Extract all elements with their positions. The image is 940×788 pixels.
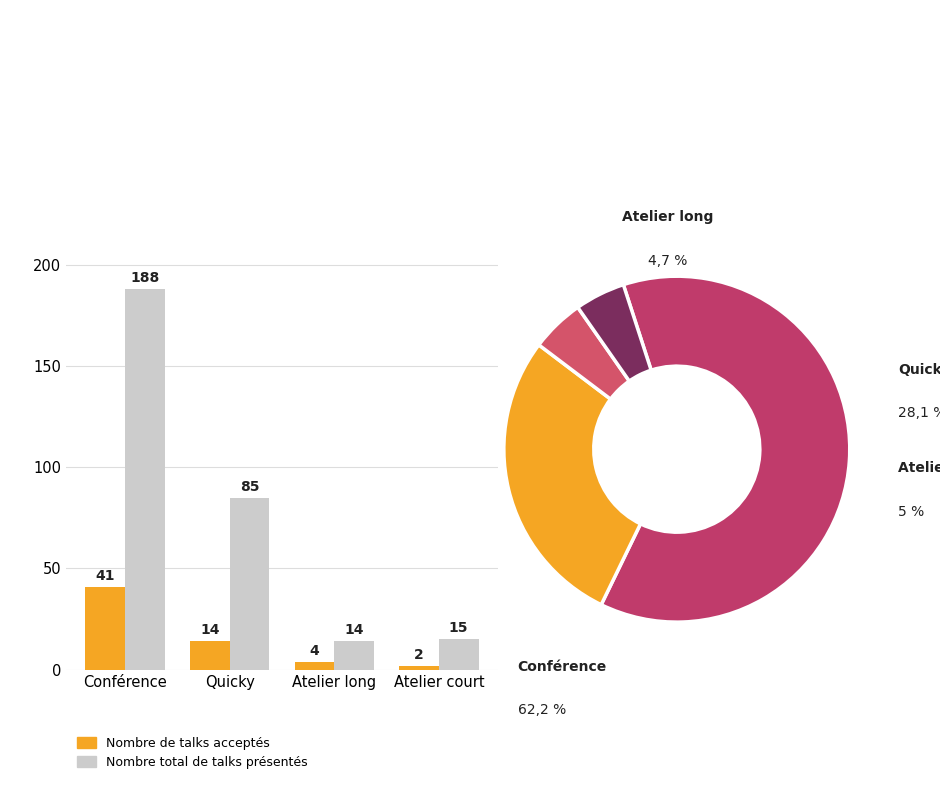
Text: 4,7 %: 4,7 % [649,254,688,268]
Text: Atelier long: Atelier long [622,210,713,225]
Text: 15: 15 [449,622,468,635]
Text: 4: 4 [309,644,320,658]
Text: fonction des formats: fonction des formats [78,140,519,177]
Legend: Nombre de talks acceptés, Nombre total de talks présentés: Nombre de talks acceptés, Nombre total d… [72,732,312,774]
Text: 14: 14 [344,623,364,637]
Bar [190,641,229,670]
Wedge shape [504,345,640,604]
Text: 28,1 %: 28,1 % [899,406,940,420]
Text: 14: 14 [200,623,220,637]
Bar [229,497,270,670]
Text: Quicky: Quicky [899,362,940,377]
Bar [125,289,164,670]
Text: 5 %: 5 % [899,504,924,519]
Wedge shape [602,277,850,622]
Text: 41: 41 [96,569,115,582]
Text: 85: 85 [240,480,259,493]
Wedge shape [578,284,651,381]
Text: Conférence: Conférence [518,660,607,674]
Text: 188: 188 [131,271,160,284]
Bar [400,666,439,670]
Bar [335,641,374,670]
Bar [294,662,335,670]
Text: 2: 2 [415,648,424,662]
Bar [439,639,478,670]
Wedge shape [539,307,629,399]
Text: Répartition des talks en: Répartition des talks en [78,75,587,113]
Text: 62,2 %: 62,2 % [518,704,566,717]
Bar [86,587,125,670]
Text: Atelier court: Atelier court [899,461,940,475]
